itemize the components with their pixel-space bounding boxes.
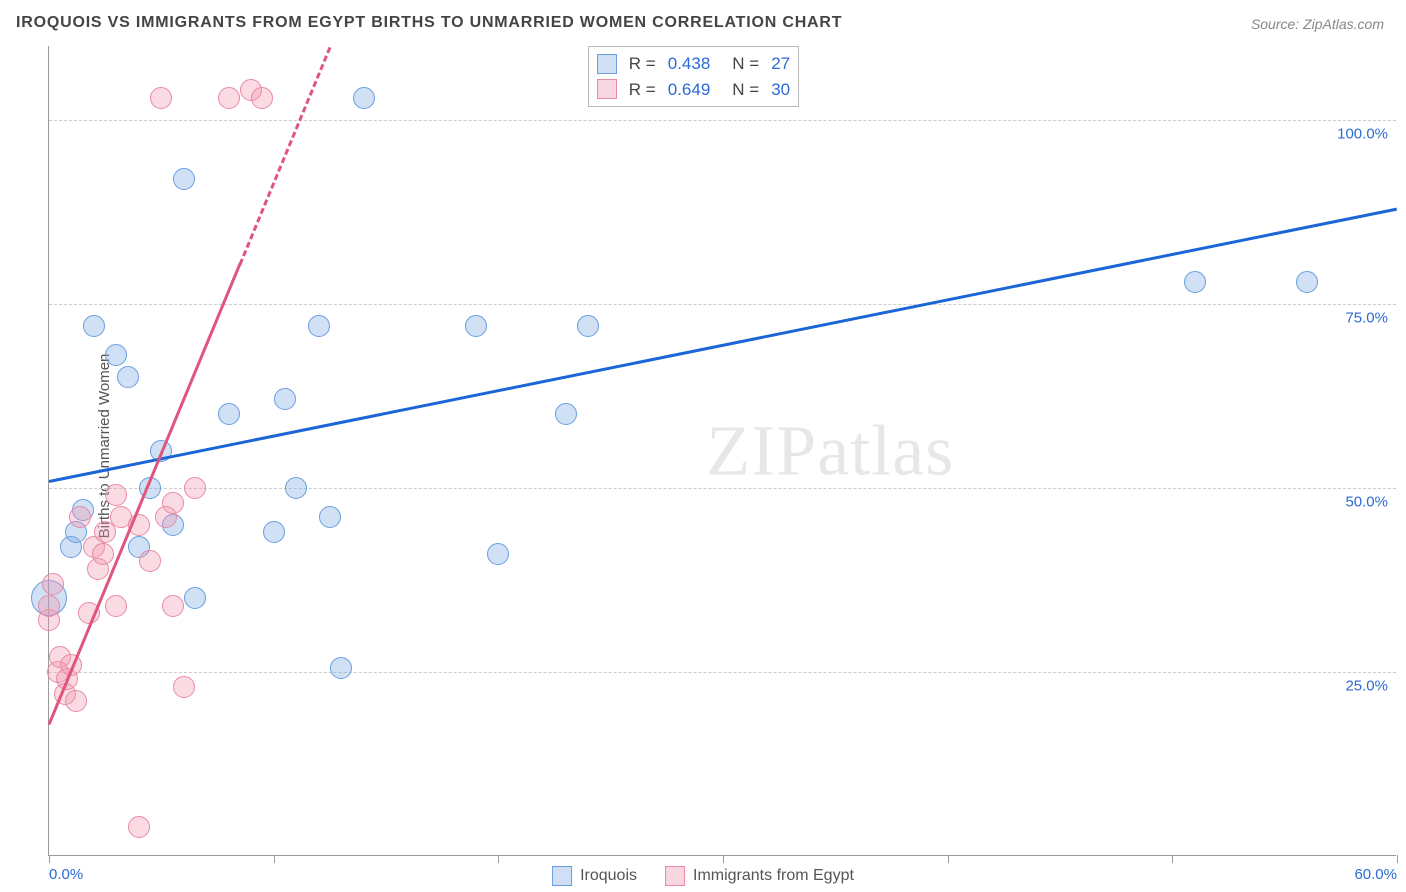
- x-tick: [498, 855, 499, 863]
- data-point: [83, 315, 105, 337]
- data-point: [555, 403, 577, 425]
- data-point: [92, 543, 114, 565]
- gridline: [49, 488, 1396, 489]
- y-tick-label: 50.0%: [1345, 493, 1388, 510]
- source-attribution: Source: ZipAtlas.com: [1251, 16, 1384, 32]
- legend-n-value: 27: [771, 51, 790, 77]
- bottom-legend: Iroquois Immigrants from Egypt: [552, 866, 854, 886]
- legend-swatch-blue: [552, 866, 572, 886]
- watermark: ZIPatlas: [706, 409, 954, 492]
- data-point: [274, 388, 296, 410]
- legend-stat-row: R = 0.438 N = 27: [597, 51, 790, 77]
- data-point: [330, 657, 352, 679]
- legend-r-label: R =: [629, 51, 656, 77]
- data-point: [139, 550, 161, 572]
- gridline: [49, 120, 1396, 121]
- legend-n-label: N =: [732, 51, 759, 77]
- legend-item-iroquois: Iroquois: [552, 866, 637, 886]
- data-point: [38, 595, 60, 617]
- data-point: [105, 595, 127, 617]
- legend-stats: R = 0.438 N = 27 R = 0.649 N = 30: [588, 46, 799, 107]
- legend-swatch: [597, 79, 617, 99]
- legend-swatch: [597, 54, 617, 74]
- data-point: [251, 87, 273, 109]
- chart-title: IROQUOIS VS IMMIGRANTS FROM EGYPT BIRTHS…: [16, 14, 842, 32]
- data-point: [487, 543, 509, 565]
- data-point: [42, 573, 64, 595]
- x-tick: [1397, 855, 1398, 863]
- data-point: [1184, 271, 1206, 293]
- gridline: [49, 672, 1396, 673]
- x-tick: [49, 855, 50, 863]
- data-point: [150, 87, 172, 109]
- x-tick-label: 0.0%: [49, 866, 83, 883]
- data-point: [285, 477, 307, 499]
- legend-n-label: N =: [732, 77, 759, 103]
- data-point: [69, 506, 91, 528]
- scatter-plot: 25.0%50.0%75.0%100.0%0.0%60.0%ZIPatlasR …: [48, 46, 1396, 856]
- data-point: [162, 595, 184, 617]
- legend-r-label: R =: [629, 77, 656, 103]
- legend-stat-row: R = 0.649 N = 30: [597, 77, 790, 103]
- data-point: [128, 816, 150, 838]
- x-tick-label: 60.0%: [1354, 866, 1397, 883]
- data-point: [105, 344, 127, 366]
- trend-line: [48, 264, 242, 726]
- data-point: [577, 315, 599, 337]
- data-point: [162, 492, 184, 514]
- data-point: [184, 477, 206, 499]
- legend-item-egypt: Immigrants from Egypt: [665, 866, 854, 886]
- trend-line: [49, 208, 1398, 483]
- data-point: [465, 315, 487, 337]
- y-tick-label: 25.0%: [1345, 677, 1388, 694]
- data-point: [173, 676, 195, 698]
- data-point: [117, 366, 139, 388]
- data-point: [218, 403, 240, 425]
- data-point: [218, 87, 240, 109]
- legend-swatch-pink: [665, 866, 685, 886]
- x-tick: [1172, 855, 1173, 863]
- data-point: [263, 521, 285, 543]
- legend-label: Immigrants from Egypt: [693, 867, 854, 885]
- data-point: [65, 690, 87, 712]
- data-point: [308, 315, 330, 337]
- legend-r-value: 0.649: [668, 77, 711, 103]
- x-tick: [723, 855, 724, 863]
- plot-container: 25.0%50.0%75.0%100.0%0.0%60.0%ZIPatlasR …: [48, 46, 1396, 856]
- legend-r-value: 0.438: [668, 51, 711, 77]
- gridline: [49, 304, 1396, 305]
- x-tick: [274, 855, 275, 863]
- data-point: [1296, 271, 1318, 293]
- x-tick: [948, 855, 949, 863]
- data-point: [173, 168, 195, 190]
- y-tick-label: 100.0%: [1337, 125, 1388, 142]
- data-point: [319, 506, 341, 528]
- data-point: [353, 87, 375, 109]
- data-point: [105, 484, 127, 506]
- data-point: [184, 587, 206, 609]
- legend-label: Iroquois: [580, 867, 637, 885]
- legend-n-value: 30: [771, 77, 790, 103]
- y-tick-label: 75.0%: [1345, 309, 1388, 326]
